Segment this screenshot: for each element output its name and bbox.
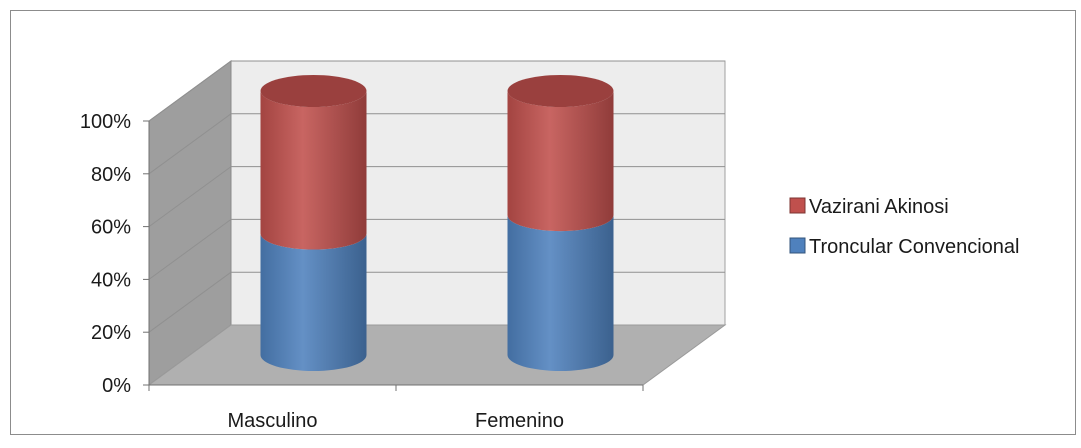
bar-top-cap: [507, 75, 614, 107]
bar-masculino-vazirani: [260, 91, 367, 250]
gridline-side: [148, 271, 232, 333]
legend: Vazirani Akinosi Troncular Convencional: [789, 196, 1019, 258]
legend-label: Vazirani Akinosi: [809, 196, 949, 218]
legend-swatch: [789, 197, 806, 214]
y-axis: 0% 20% 40% 60% 80% 100%: [80, 111, 644, 397]
bar-masculino-troncular: [260, 233, 367, 371]
x-axis: Masculino Femenino: [227, 410, 563, 432]
bar-top-cap: [260, 75, 367, 107]
y-tick-label: 80%: [91, 164, 131, 186]
y-tick-label: 0%: [102, 375, 131, 397]
gridline-side: [148, 218, 232, 280]
chart-frame: 0% 20% 40% 60% 80% 100% Masculino Femenino Vaz…: [10, 10, 1076, 435]
y-tick-label: 100%: [80, 111, 131, 133]
gridline-side: [148, 60, 232, 122]
bar-femenino-vazirani: [507, 91, 614, 232]
bar-femenino-troncular: [507, 215, 614, 371]
y-tick-label: 20%: [91, 322, 131, 344]
x-tick-label: Masculino: [227, 410, 317, 432]
legend-swatch: [789, 237, 806, 254]
stacked-cylinder-chart: 0% 20% 40% 60% 80% 100% Masculino Femenino Vaz…: [80, 60, 1019, 432]
x-tick-label: Femenino: [475, 410, 564, 432]
floor: [147, 324, 727, 386]
y-tick-label: 60%: [91, 217, 131, 239]
y-tick-label: 40%: [91, 269, 131, 291]
legend-label: Troncular Convencional: [809, 236, 1019, 258]
chart-walls: [147, 60, 727, 386]
gridline-side: [148, 113, 232, 175]
gridline-side: [148, 166, 232, 228]
plot-area: [260, 75, 614, 371]
